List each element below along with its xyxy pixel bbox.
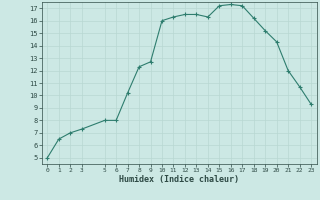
- X-axis label: Humidex (Indice chaleur): Humidex (Indice chaleur): [119, 175, 239, 184]
